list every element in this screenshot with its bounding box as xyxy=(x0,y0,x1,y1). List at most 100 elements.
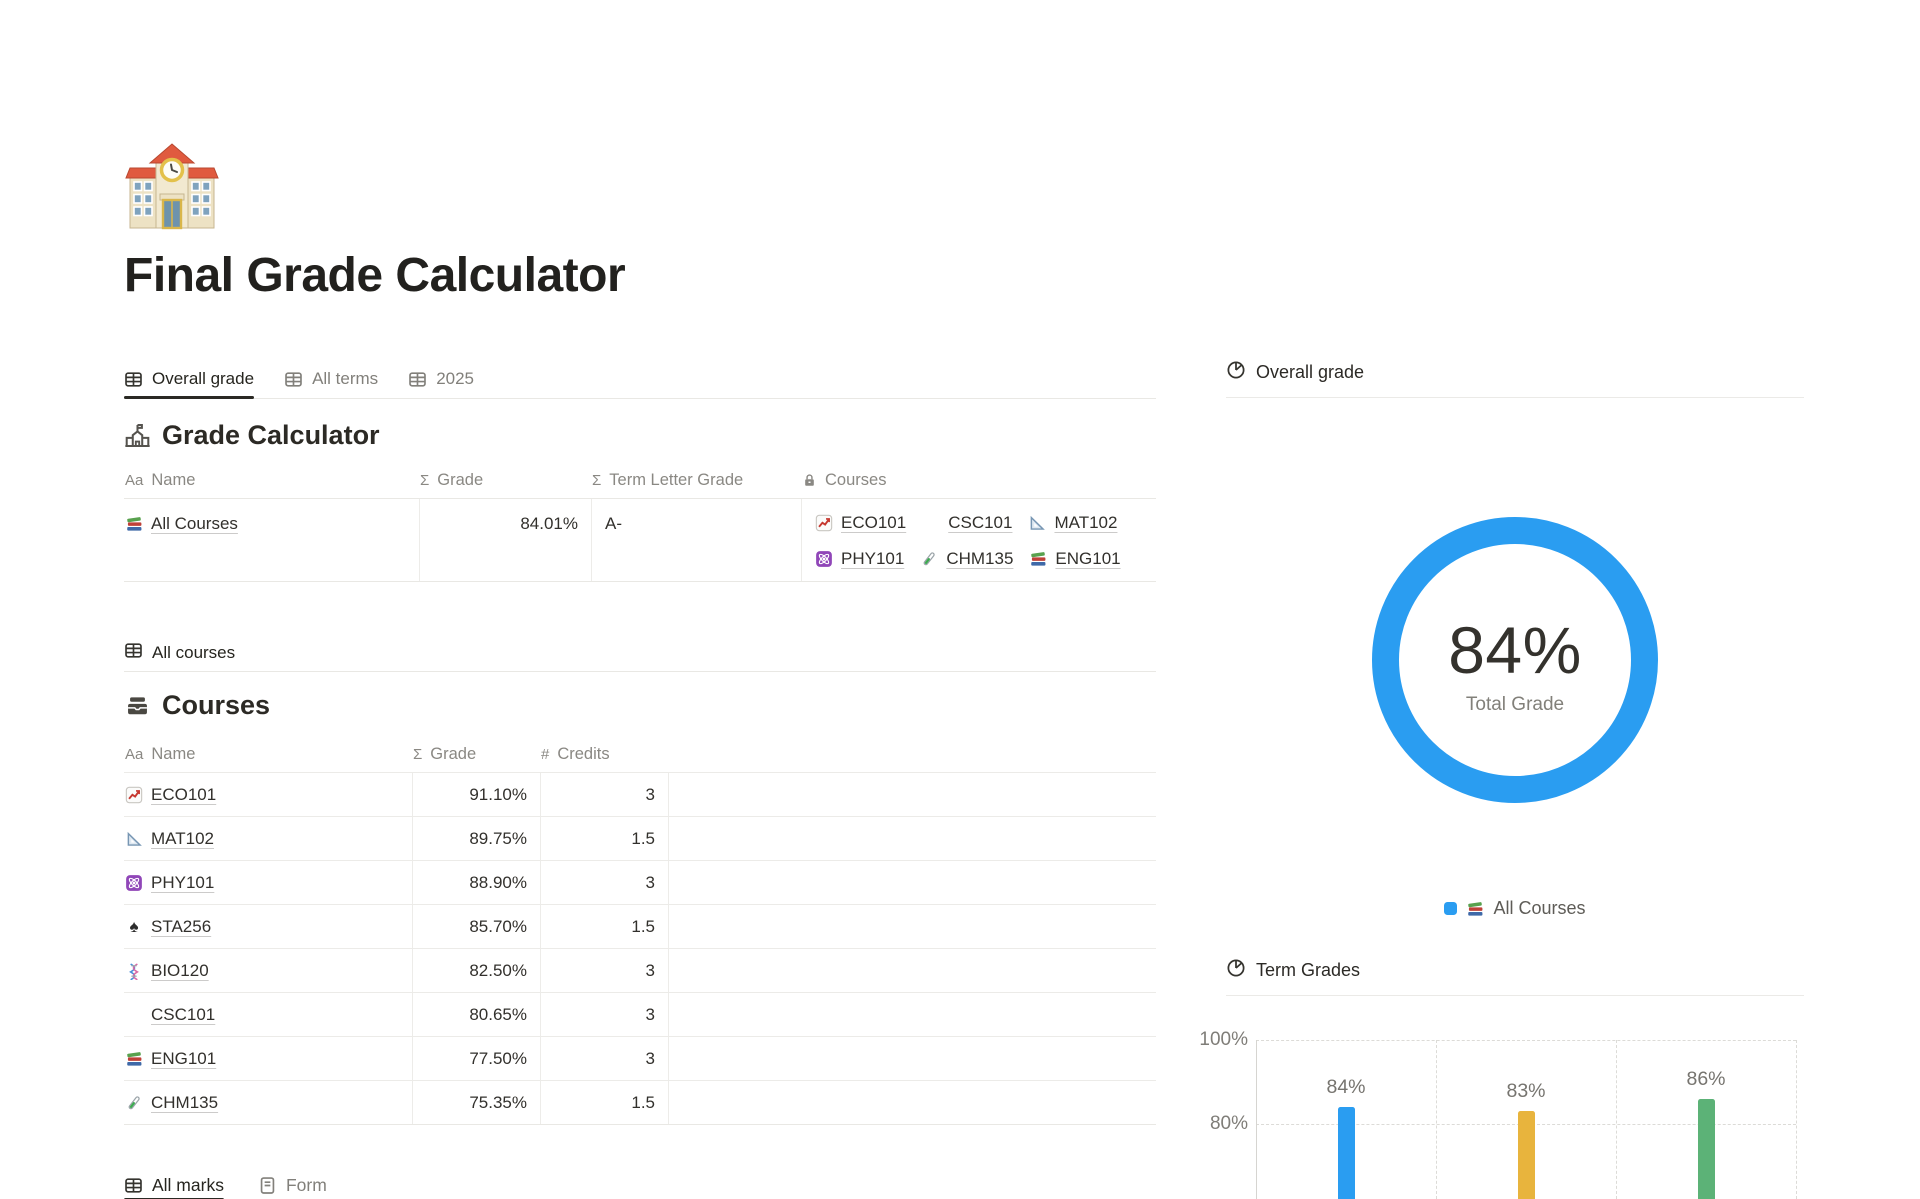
overall-grade-section-title: Overall grade xyxy=(1256,362,1365,382)
cell-name: CSC101 xyxy=(124,993,412,1036)
page-link-label: ENG101 xyxy=(1055,549,1121,568)
bar-term-2 xyxy=(1517,1111,1535,1199)
cell-grade: 82.50% xyxy=(412,949,540,992)
page-link-bio120[interactable]: BIO120 xyxy=(125,961,209,981)
relation-link-phy101[interactable]: PHY101 xyxy=(815,544,904,573)
vertical-gridline xyxy=(1796,1040,1797,1199)
number-icon: # xyxy=(541,745,550,763)
cell-empty xyxy=(668,1081,1156,1124)
page-link-label: MAT102 xyxy=(151,828,214,848)
tab-label: All terms xyxy=(312,369,379,388)
page-link-phy101[interactable]: PHY101 xyxy=(125,873,214,893)
page-link-eco101[interactable]: ECO101 xyxy=(125,785,216,805)
books-icon xyxy=(125,1050,143,1068)
column-header-courses[interactable]: Courses xyxy=(801,471,1156,490)
column-header-label: Grade xyxy=(430,744,477,763)
overall-grade-section-header: Overall grade xyxy=(1226,360,1364,385)
page-link-mat102[interactable]: MAT102 xyxy=(125,829,214,849)
column-header-name[interactable]: Aa Name xyxy=(124,745,412,764)
column-header-credits[interactable]: # Credits xyxy=(540,745,668,764)
page-icon-school-emoji[interactable] xyxy=(124,138,220,234)
tab-all-marks[interactable]: All marks xyxy=(124,1172,224,1199)
relation-link-mat102[interactable]: MAT102 xyxy=(1028,508,1117,537)
cell-name: MAT102 xyxy=(124,817,412,860)
cell-credits: 1.5 xyxy=(540,1081,668,1124)
column-header-grade[interactable]: Σ Grade xyxy=(419,471,591,490)
cell-grade: 85.70% xyxy=(412,905,540,948)
column-header-name[interactable]: Aa Name xyxy=(124,471,419,490)
page-link-chm135[interactable]: CHM135 xyxy=(125,1093,218,1113)
sigma-icon: Σ xyxy=(413,745,423,763)
cell-name: ECO101 xyxy=(124,773,412,816)
bar-term-1 xyxy=(1337,1107,1355,1199)
tab-all-terms[interactable]: All terms xyxy=(284,360,378,398)
bar-value-label: 86% xyxy=(1686,1067,1726,1090)
relation-link-chm135[interactable]: CHM135 xyxy=(920,544,1013,573)
donut-center-value: 84% xyxy=(1448,613,1582,687)
bar-value-label: 83% xyxy=(1506,1080,1546,1103)
page-link-eng101[interactable]: ENG101 xyxy=(125,1049,216,1069)
books-icon xyxy=(1029,550,1047,568)
table-row-mat102: MAT102 89.75% 1.5 xyxy=(124,816,1156,860)
test-tube-icon xyxy=(920,550,938,568)
cell-empty xyxy=(668,861,1156,904)
cell-credits: 3 xyxy=(540,993,668,1036)
courses-table: Aa Name Σ Grade # Credits ECO101 91.10% 3 MAT102 8… xyxy=(124,736,1156,1125)
tab-label: Overall grade xyxy=(152,369,255,388)
y-axis-tick-100%: 100% xyxy=(1199,1029,1248,1050)
page-link-label: CSC101 xyxy=(948,513,1013,532)
page-link-label: STA256 xyxy=(151,916,212,936)
courses-heading-label: Courses xyxy=(162,690,271,720)
text-icon: Aa xyxy=(125,745,144,763)
table-row-csc101: CSC101 80.65% 3 xyxy=(124,992,1156,1036)
relation-link-eng101[interactable]: ENG101 xyxy=(1029,544,1121,573)
grade-calculator-heading: Grade Calculator xyxy=(124,420,380,451)
cell-credits: 3 xyxy=(540,949,668,992)
page-link-sta256[interactable]: ♠ STA256 xyxy=(125,917,211,937)
table-header: Aa Name Σ Grade # Credits xyxy=(124,736,1156,772)
cell-name: BIO120 xyxy=(124,949,412,992)
table-row-phy101: PHY101 88.90% 3 xyxy=(124,860,1156,904)
page-link-all-courses[interactable]: All Courses xyxy=(125,509,238,539)
grade-calculator-table: Aa Name Σ Grade Σ Term Letter Grade Courses All… xyxy=(124,462,1156,582)
cell-empty xyxy=(668,773,1156,816)
table-row-eng101: ENG101 77.50% 3 xyxy=(124,1036,1156,1080)
column-header-grade[interactable]: Σ Grade xyxy=(412,745,540,764)
sigma-icon: Σ xyxy=(420,471,430,489)
vertical-gridline xyxy=(1616,1040,1617,1199)
tab-label: All marks xyxy=(152,1175,224,1195)
lock-icon xyxy=(802,473,817,488)
gridline-80% xyxy=(1256,1124,1796,1125)
tab-overall-grade[interactable]: Overall grade xyxy=(124,360,255,399)
cell-name: All Courses xyxy=(124,499,419,581)
courses-relation-list: ECO101 CSC101 MAT102 PHY101 CHM135 ENG101 xyxy=(815,508,1143,573)
relation-link-csc101[interactable]: CSC101 xyxy=(922,508,1012,537)
view-tab-all-courses[interactable]: All courses xyxy=(124,641,235,665)
page-link-label: ECO101 xyxy=(841,513,907,532)
table-row-eco101: ECO101 91.10% 3 xyxy=(124,772,1156,816)
table-view-icon xyxy=(284,370,303,389)
table-row-bio120: BIO120 82.50% 3 xyxy=(124,948,1156,992)
test-tube-icon xyxy=(125,1094,143,1112)
relation-link-eco101[interactable]: ECO101 xyxy=(815,508,906,537)
donut-center-label: Total Grade xyxy=(1465,694,1565,715)
legend-swatch xyxy=(1444,902,1458,915)
column-header-term-letter-grade[interactable]: Σ Term Letter Grade xyxy=(591,471,801,490)
cell-credits: 3 xyxy=(540,1037,668,1080)
page-link-csc101[interactable]: CSC101 xyxy=(125,1005,215,1025)
column-header-label: Name xyxy=(151,470,196,489)
section-divider xyxy=(1226,995,1804,996)
robot-icon xyxy=(922,514,940,532)
cell-grade: 88.90% xyxy=(412,861,540,904)
page-link-label: CSC101 xyxy=(151,1004,216,1024)
grade-calculator-heading-label: Grade Calculator xyxy=(162,420,380,450)
gridline-100% xyxy=(1256,1040,1796,1041)
all-courses-view-row: All courses xyxy=(124,634,1156,672)
column-header-label: Name xyxy=(151,744,196,763)
table-view-icon xyxy=(124,370,143,389)
tab-form[interactable]: Form xyxy=(258,1172,327,1199)
donut-legend: All Courses xyxy=(1226,898,1804,919)
tab-2025[interactable]: 2025 xyxy=(408,360,474,398)
sigma-icon: Σ xyxy=(592,471,602,489)
